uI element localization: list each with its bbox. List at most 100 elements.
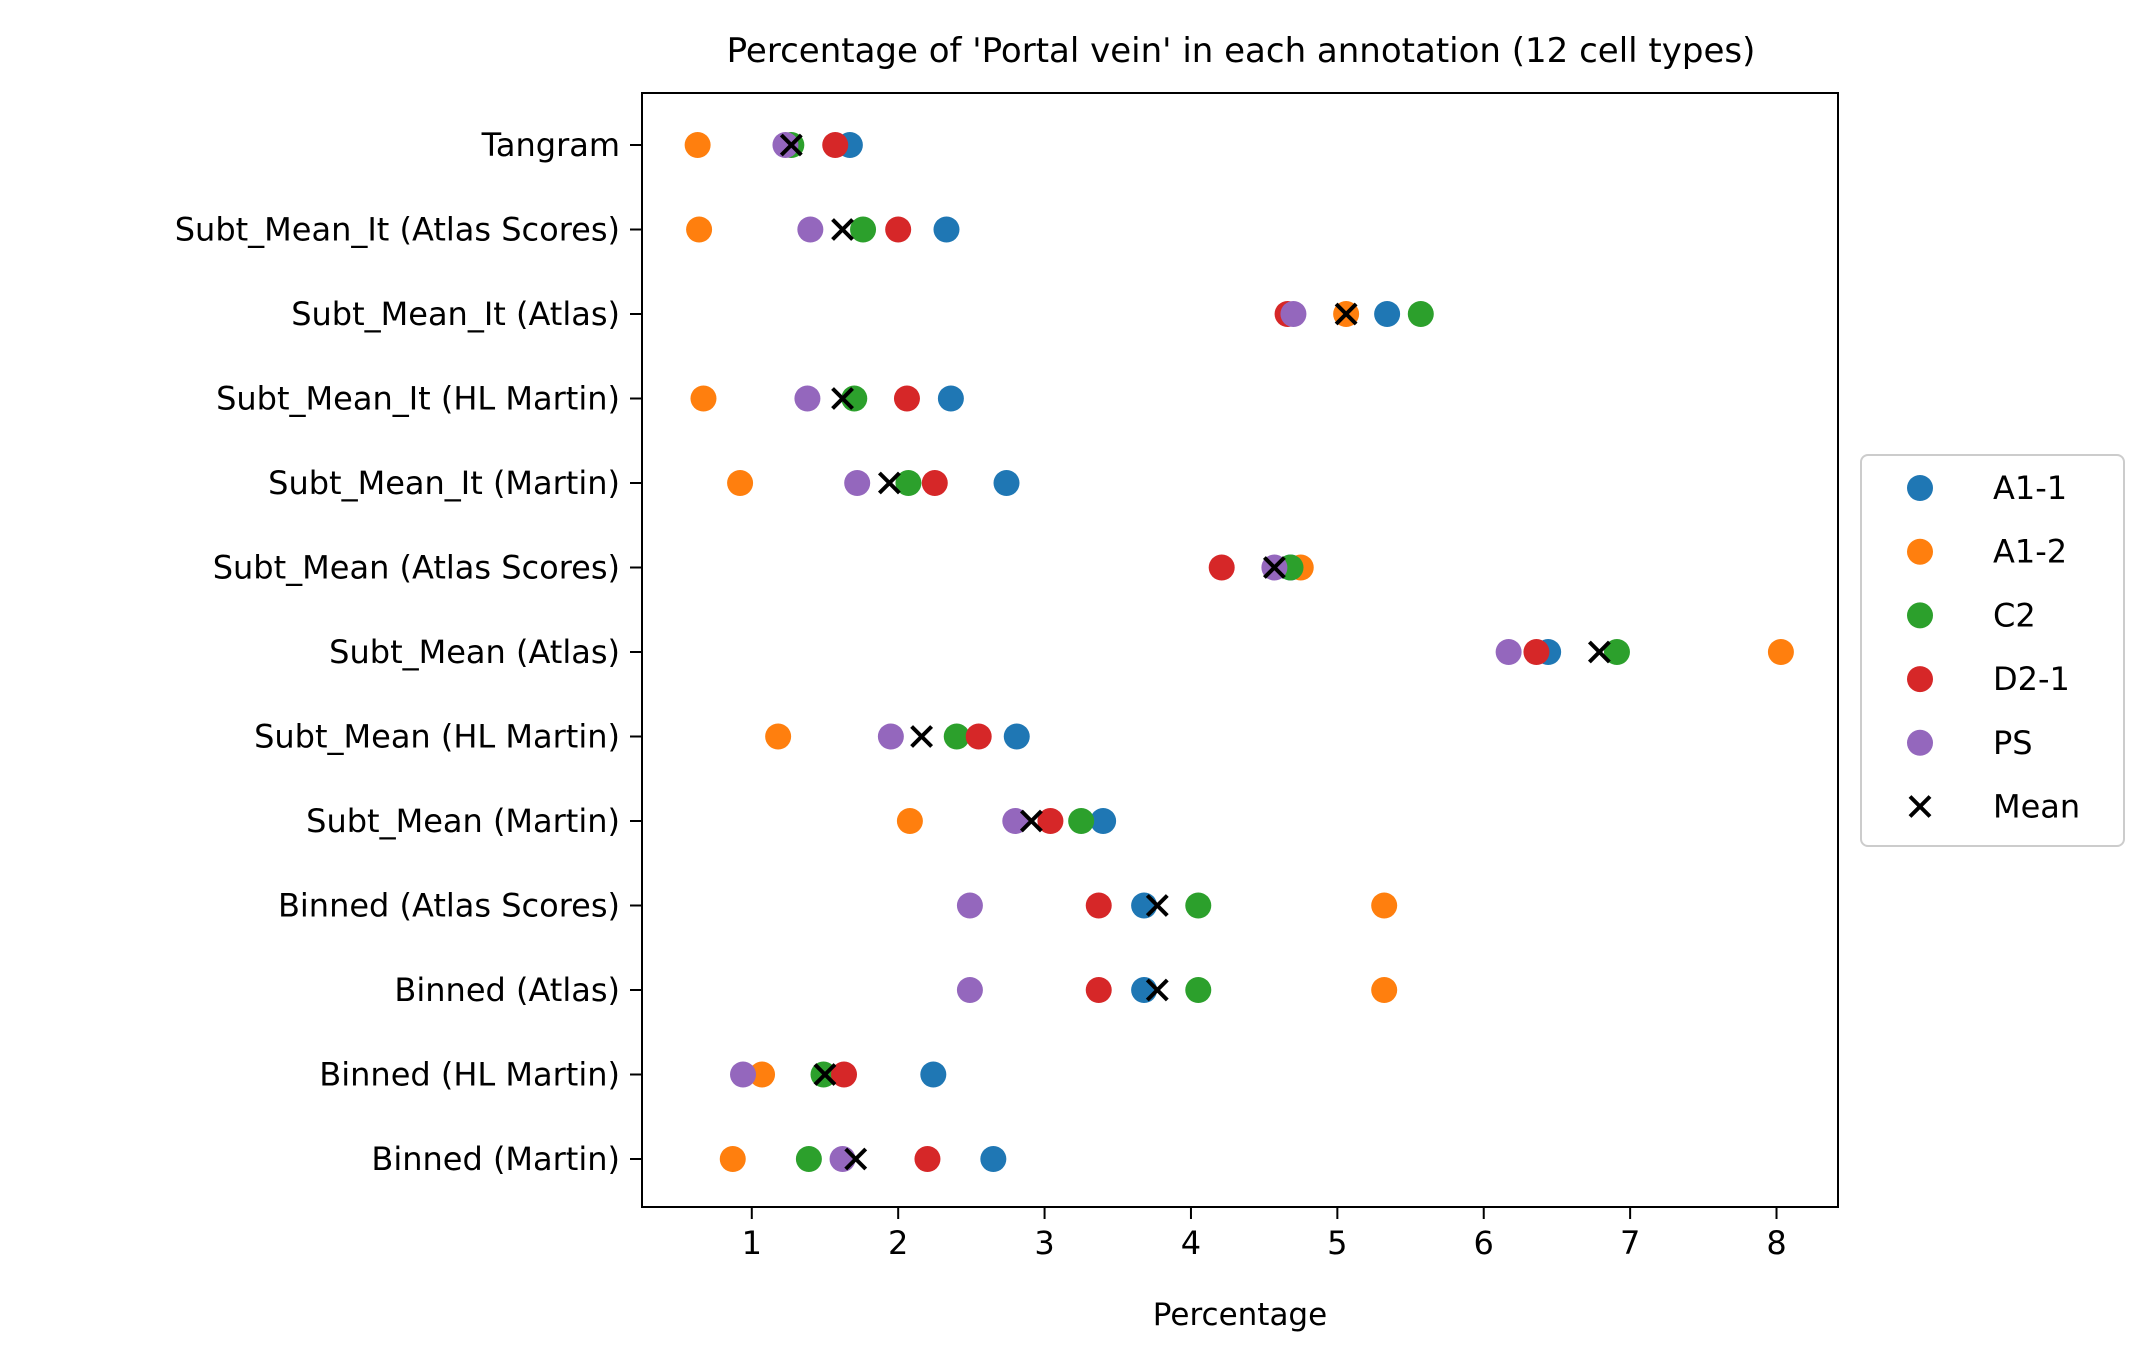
point-mean-binned-martin [844, 1147, 868, 1171]
point-c2-subt-mean-atlas [1603, 639, 1630, 665]
legend-marker [1907, 538, 1933, 565]
point-ps-subt-mean-it-martin [844, 470, 871, 496]
x-tick-label: 7 [1620, 1224, 1640, 1262]
x-tick-label: 4 [1181, 1224, 1201, 1262]
point-ps-binned-atlas [956, 977, 983, 1003]
x-axis: 1 2 3 4 5 6 7 8 [742, 1207, 1787, 1262]
legend-item-a1-2: A1-2 [1907, 533, 2067, 571]
x-tick-label: 2 [888, 1224, 908, 1262]
point-ps-subt-mean-atlas [1495, 639, 1522, 665]
series-d2-1 [822, 132, 1550, 1172]
legend-label: A1-1 [1993, 469, 2067, 507]
point-a1-2-binned-atlas [1371, 977, 1398, 1003]
x-axis-label: Percentage [1153, 1297, 1327, 1333]
point-d2-1-subt-mean-it-atlas-scores [885, 216, 912, 243]
legend-item-a1-1: A1-1 [1907, 469, 2067, 507]
x-tick-label: 1 [742, 1224, 762, 1262]
point-c2-subt-mean-hl-martin [943, 723, 970, 750]
point-c2-subt-mean-it-atlas-scores [850, 216, 877, 243]
point-c2-binned-atlas-scores [1185, 892, 1212, 919]
point-d2-1-subt-mean-martin [1037, 808, 1064, 834]
point-a1-2-subt-mean-it-atlas-scores [686, 216, 713, 243]
point-a1-2-binned-martin [719, 1146, 746, 1172]
legend-item-c2: C2 [1907, 596, 2036, 634]
point-c2-subt-mean-it-martin [895, 470, 922, 496]
point-mean-subt-mean-atlas [1587, 640, 1611, 664]
point-d2-1-subt-mean-it-hl-martin [893, 385, 920, 412]
legend: A1-1 A1-2 C2 D2-1 PS Mean [1860, 454, 2125, 847]
point-mean-subt-mean-martin [1019, 809, 1043, 833]
legend-item-ps: PS [1907, 724, 2033, 762]
point-d2-1-subt-mean-it-martin [921, 470, 948, 496]
point-a1-2-subt-mean-it-martin [727, 470, 754, 496]
y-tick-label: Subt_Mean_It (Atlas Scores) [175, 211, 620, 249]
point-mean-subt-mean-it-martin [877, 471, 901, 495]
y-tick-label: Subt_Mean_It (HL Martin) [216, 380, 620, 418]
chart-title: Percentage of 'Portal vein' in each anno… [727, 31, 1756, 71]
legend-marker [1907, 475, 1933, 501]
legend-label: C2 [1993, 596, 2036, 634]
point-c2-subt-mean-it-atlas [1407, 301, 1434, 327]
legend-label: D2-1 [1993, 660, 2070, 698]
point-a1-1-subt-mean-hl-martin [1003, 723, 1030, 750]
y-tick-label: Binned (Atlas) [394, 971, 620, 1009]
point-mean-subt-mean-hl-martin [910, 725, 934, 748]
legend-label: A1-2 [1993, 533, 2067, 571]
y-tick-label: Binned (Atlas Scores) [278, 887, 620, 925]
point-mean-binned-atlas [1145, 978, 1169, 1002]
point-mean-binned-atlas-scores [1145, 894, 1169, 917]
y-tick-label: Subt_Mean_It (Martin) [268, 464, 620, 502]
point-mean-subt-mean-it-hl-martin [831, 387, 854, 410]
x-tick-label: 8 [1766, 1224, 1786, 1262]
point-d2-1-subt-mean-atlas-scores [1208, 554, 1235, 581]
point-ps-binned-atlas-scores [956, 892, 983, 919]
point-ps-subt-mean-it-hl-martin [794, 385, 821, 412]
point-a1-2-tangram [684, 132, 711, 158]
point-c2-binned-atlas [1185, 977, 1212, 1003]
point-d2-1-subt-mean-atlas [1523, 639, 1550, 665]
legend-item-d2-1: D2-1 [1907, 660, 2070, 698]
point-a1-2-subt-mean-it-hl-martin [690, 385, 717, 412]
y-tick-label: Tangram [481, 126, 620, 164]
point-mean-subt-mean-it-atlas-scores [831, 218, 854, 241]
point-a1-2-subt-mean-martin [896, 808, 923, 834]
point-c2-binned-martin [795, 1146, 822, 1172]
point-a1-2-subt-mean-atlas [1767, 639, 1794, 665]
point-d2-1-binned-atlas-scores [1085, 892, 1112, 919]
data-points [684, 132, 1794, 1172]
legend-label: Mean [1993, 788, 2080, 826]
point-a1-1-binned-hl-martin [920, 1061, 947, 1088]
legend-marker [1907, 666, 1933, 693]
point-a1-1-subt-mean-it-martin [993, 470, 1020, 496]
point-mean-subt-mean-atlas-scores [1262, 556, 1286, 579]
point-a1-1-subt-mean-it-atlas-scores [933, 216, 960, 243]
plot-area [641, 92, 1839, 1208]
point-d2-1-binned-atlas [1085, 977, 1112, 1003]
point-a1-1-binned-martin [980, 1146, 1007, 1172]
y-tick-label: Subt_Mean (Atlas Scores) [213, 549, 620, 587]
y-tick-label: Binned (Martin) [371, 1140, 620, 1178]
x-tick-label: 3 [1034, 1224, 1054, 1262]
legend-marker [1907, 602, 1933, 629]
point-ps-subt-mean-it-atlas [1280, 301, 1307, 327]
point-a1-1-subt-mean-martin [1090, 808, 1117, 834]
point-d2-1-binned-hl-martin [831, 1061, 858, 1088]
point-a1-2-binned-atlas-scores [1371, 892, 1398, 919]
legend-marker [1907, 729, 1933, 756]
y-tick-label: Binned (HL Martin) [319, 1056, 620, 1094]
point-ps-subt-mean-martin [1002, 808, 1029, 834]
series-mean [779, 133, 1611, 1171]
point-a1-2-subt-mean-hl-martin [765, 723, 792, 750]
x-tick-label: 5 [1327, 1224, 1347, 1262]
legend-label: PS [1993, 724, 2033, 762]
point-a1-1-binned-atlas-scores [1131, 892, 1158, 919]
point-ps-tangram [772, 132, 799, 158]
point-ps-binned-martin [829, 1146, 856, 1172]
point-ps-binned-hl-martin [730, 1061, 757, 1088]
x-tick-label: 6 [1474, 1224, 1494, 1262]
legend-item-mean: Mean [1908, 788, 2080, 826]
point-mean-subt-mean-it-atlas [1334, 302, 1358, 326]
point-d2-1-subt-mean-hl-martin [965, 723, 992, 750]
